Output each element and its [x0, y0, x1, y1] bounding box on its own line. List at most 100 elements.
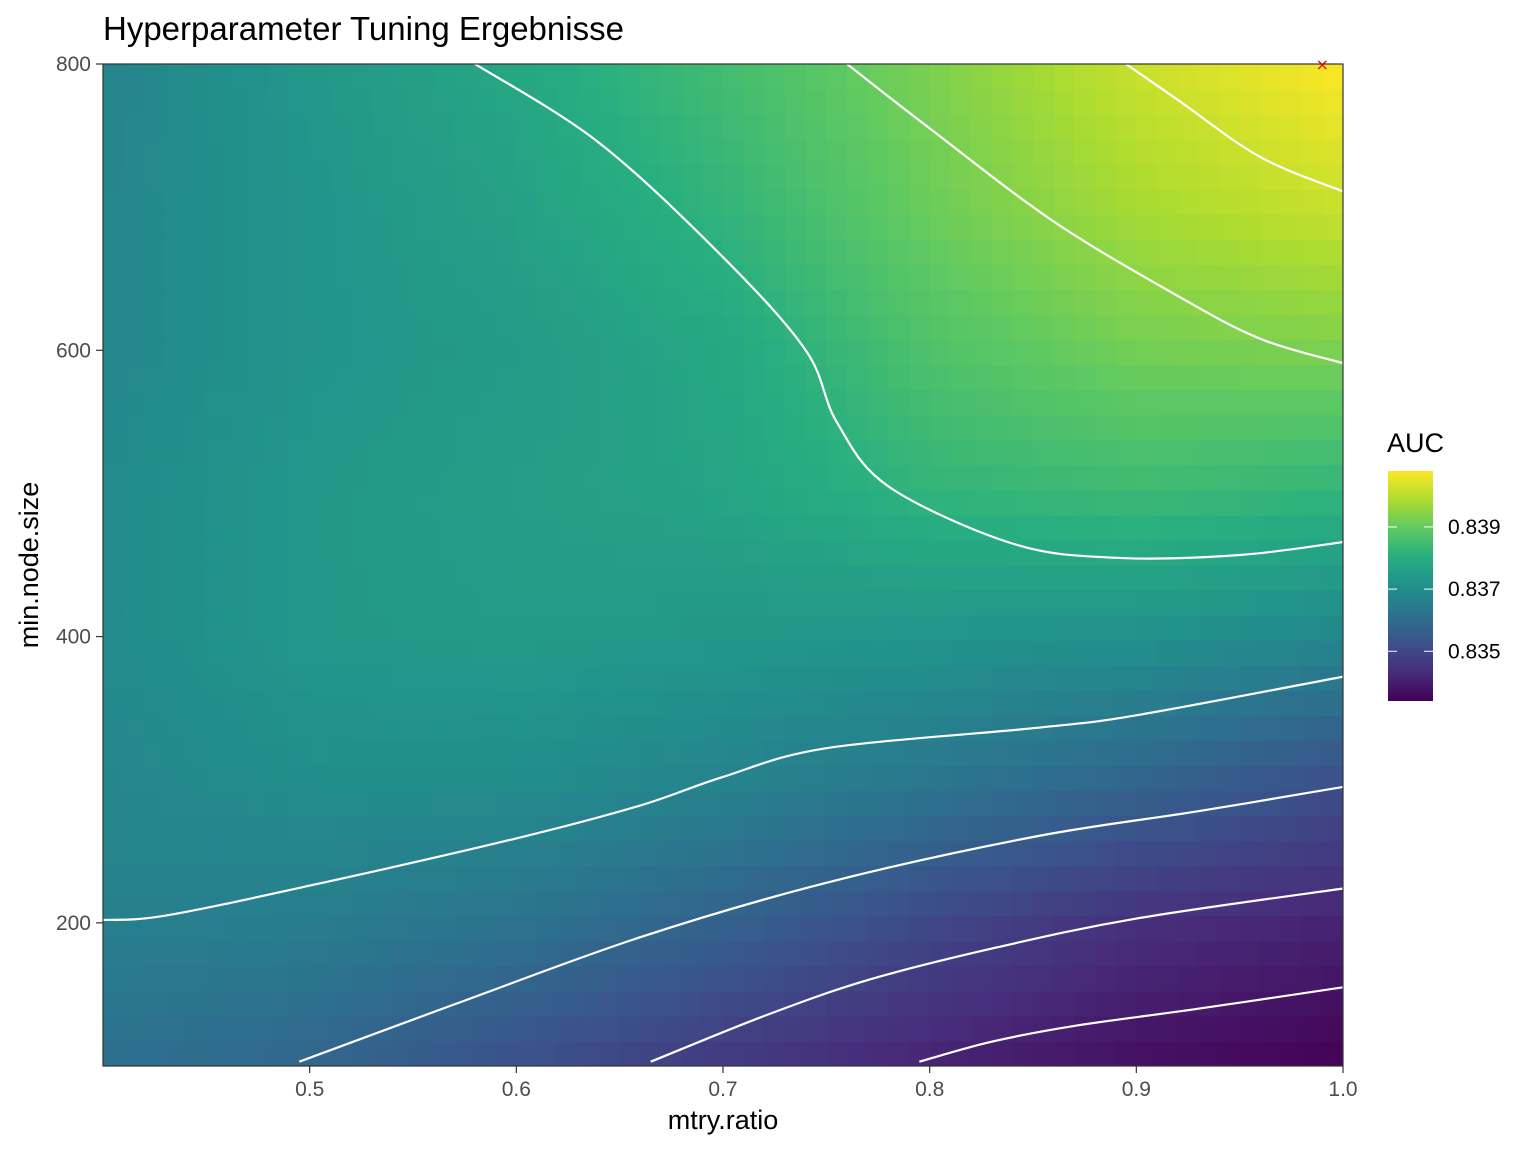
- heatmap-cell: [351, 690, 373, 716]
- heatmap-cell: [1281, 314, 1303, 341]
- heatmap-cell: [247, 865, 269, 892]
- heatmap-cell: [392, 389, 414, 416]
- heatmap-cell: [206, 364, 228, 391]
- heatmap-cell: [1033, 865, 1055, 892]
- heatmap-cell: [661, 264, 683, 291]
- heatmap-cell: [599, 1040, 621, 1066]
- heatmap-cell: [392, 665, 414, 691]
- heatmap-cell: [929, 364, 951, 391]
- heatmap-cell: [1322, 640, 1343, 666]
- heatmap-cell: [227, 815, 249, 842]
- heatmap-cell: [475, 565, 497, 591]
- heatmap-cell: [888, 865, 910, 892]
- heatmap-cell: [805, 539, 827, 566]
- heatmap-cell: [702, 1015, 724, 1042]
- heatmap-cell: [867, 339, 889, 366]
- heatmap-cell: [1260, 414, 1282, 441]
- heatmap-cell: [1198, 990, 1220, 1017]
- heatmap-cell: [1322, 615, 1343, 641]
- heatmap-cell: [1219, 665, 1241, 691]
- heatmap-cell: [144, 890, 166, 917]
- heatmap-cell: [991, 539, 1013, 566]
- heatmap-cell: [1115, 189, 1137, 215]
- heatmap-cell: [1012, 314, 1034, 341]
- heatmap-cell: [206, 314, 228, 341]
- heatmap-cell: [392, 715, 414, 741]
- heatmap-cell: [1074, 314, 1096, 341]
- heatmap-cell: [1053, 464, 1075, 491]
- heatmap-cell: [991, 790, 1013, 817]
- heatmap-cell: [165, 965, 187, 992]
- heatmap-cell: [206, 965, 228, 992]
- heatmap-cell: [247, 640, 269, 666]
- heatmap-cell: [289, 364, 311, 391]
- heatmap-cell: [991, 314, 1013, 341]
- heatmap-cell: [371, 114, 393, 140]
- heatmap-cell: [619, 364, 641, 391]
- heatmap-cell: [103, 740, 125, 766]
- heatmap-cell: [227, 665, 249, 691]
- heatmap-cell: [681, 514, 703, 541]
- heatmap-cell: [371, 464, 393, 491]
- heatmap-cell: [289, 464, 311, 491]
- heatmap-cell: [826, 890, 848, 917]
- heatmap-cell: [475, 239, 497, 265]
- heatmap-cell: [1074, 790, 1096, 817]
- heatmap-cell: [1281, 940, 1303, 967]
- heatmap-cell: [144, 665, 166, 691]
- heatmap-cell: [433, 214, 455, 240]
- heatmap-cell: [392, 990, 414, 1017]
- heatmap-cell: [1012, 665, 1034, 691]
- heatmap-cell: [1157, 890, 1179, 917]
- heatmap-cell: [661, 665, 683, 691]
- heatmap-cell: [371, 665, 393, 691]
- heatmap-cell: [495, 890, 517, 917]
- heatmap-cell: [1177, 740, 1199, 766]
- heatmap-cell: [289, 765, 311, 792]
- heatmap-cell: [723, 539, 745, 566]
- heatmap-cell: [1260, 940, 1282, 967]
- heatmap-cell: [785, 765, 807, 792]
- heatmap-cell: [268, 790, 290, 817]
- heatmap-cell: [743, 164, 765, 190]
- heatmap-cell: [537, 790, 559, 817]
- heatmap-cell: [268, 865, 290, 892]
- heatmap-cell: [1177, 264, 1199, 291]
- heatmap-cell: [702, 590, 724, 616]
- heatmap-cell: [247, 89, 269, 115]
- heatmap-cell: [537, 514, 559, 541]
- heatmap-cell: [971, 489, 993, 516]
- heatmap-cell: [247, 264, 269, 291]
- heatmap-cell: [1177, 1040, 1199, 1066]
- heatmap-cell: [557, 815, 579, 842]
- heatmap-cell: [537, 615, 559, 641]
- heatmap-cell: [351, 464, 373, 491]
- heatmap-cell: [929, 690, 951, 716]
- heatmap-cell: [1198, 665, 1220, 691]
- heatmap-cell: [1053, 815, 1075, 842]
- heatmap-cell: [661, 1015, 683, 1042]
- heatmap-cell: [392, 89, 414, 115]
- heatmap-cell: [847, 1040, 869, 1066]
- heatmap-cell: [1198, 389, 1220, 416]
- heatmap-cell: [723, 89, 745, 115]
- heatmap-cell: [557, 89, 579, 115]
- heatmap-cell: [247, 439, 269, 466]
- heatmap-cell: [268, 389, 290, 416]
- heatmap-cell: [950, 539, 972, 566]
- heatmap-cell: [433, 489, 455, 516]
- heatmap-cell: [723, 264, 745, 291]
- heatmap-cell: [206, 539, 228, 566]
- heatmap-cell: [351, 790, 373, 817]
- heatmap-cell: [743, 389, 765, 416]
- heatmap-cell: [537, 389, 559, 416]
- heatmap-cell: [599, 790, 621, 817]
- heatmap-cell: [537, 940, 559, 967]
- heatmap-cell: [991, 514, 1013, 541]
- heatmap-cell: [991, 690, 1013, 716]
- heatmap-cell: [764, 1040, 786, 1066]
- heatmap-cell: [640, 314, 662, 341]
- heatmap-cell: [805, 615, 827, 641]
- heatmap-cell: [516, 89, 538, 115]
- heatmap-cell: [826, 439, 848, 466]
